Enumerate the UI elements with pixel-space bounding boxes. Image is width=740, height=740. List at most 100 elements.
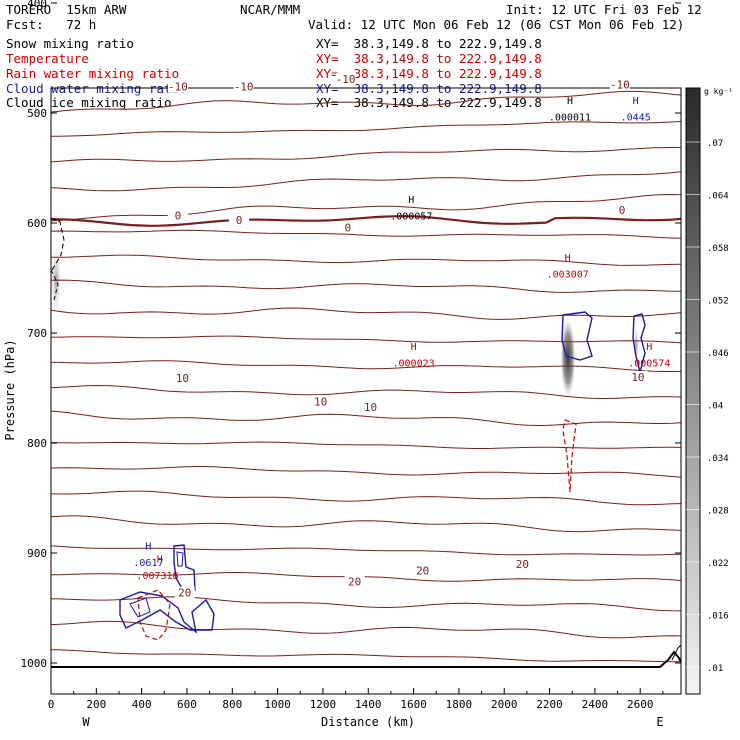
contour-label: 20 (178, 587, 191, 600)
colorbar-tick-label: .04 (707, 402, 723, 412)
x-tick-label: 0 (48, 698, 55, 711)
contour-label-bg (174, 586, 195, 599)
cloud-water-contour (119, 591, 215, 634)
isotherm (51, 360, 681, 372)
legend-name-cloud-ice: Cloud ice mixing ratio (6, 95, 172, 110)
contour-label: -10 (610, 79, 630, 92)
contour-label-bg (360, 400, 381, 413)
cloud-ice-contour (51, 217, 65, 271)
temperature-labels: -40-30-30-30-30-20-20-20-20-10-10-10-100… (167, 73, 648, 600)
contour-label: 0 (236, 214, 243, 227)
isotherm (51, 0, 681, 3)
contour-label: 20 (348, 576, 361, 589)
colorbar-tick-label: .016 (707, 612, 729, 622)
isotherm (51, 466, 681, 478)
y-tick-label: 700 (27, 327, 47, 340)
legend-name-snow: Snow mixing ratio (6, 36, 134, 51)
zero-isotherm (51, 215, 681, 227)
y-axis: 2003004005006007008009001000 (21, 0, 681, 670)
terrain-hill (671, 644, 682, 661)
contour-label-bg (412, 564, 433, 577)
isotherm (51, 307, 681, 320)
colorbar-tick-label: .022 (707, 559, 729, 569)
temperature-isotherms (51, 0, 681, 663)
colorbar-unit: g kg⁻¹ (704, 87, 733, 96)
y-tick-label: 1000 (21, 657, 48, 670)
maximum-h-mark: H (145, 541, 151, 552)
maximum-value: .007318 (136, 571, 178, 582)
isotherm (51, 384, 681, 399)
isotherm (51, 279, 681, 293)
contour-label-bg (337, 221, 358, 234)
maximum-value: .000057 (390, 211, 432, 222)
maximum-h-mark: H (567, 96, 573, 107)
contour-label-bg (167, 80, 188, 93)
y-tick-label: 500 (27, 107, 47, 120)
isotherm (51, 193, 681, 222)
maximum-h-mark: H (157, 555, 163, 566)
isotherm (51, 620, 681, 639)
x-tick-label: 1000 (264, 698, 291, 711)
west-label: W (82, 715, 90, 729)
x-tick-label: 800 (222, 698, 242, 711)
contour-label: -10 (336, 73, 356, 86)
contour-label-bg (335, 73, 356, 85)
maxima-labels: HHHHHHHHHHHH.000273.001018.000086.000066… (133, 96, 670, 582)
contour-label: 20 (416, 565, 429, 578)
isotherm (51, 515, 681, 533)
contour-label-bg (512, 558, 533, 571)
terrain-line (51, 650, 682, 668)
maximum-h-mark: H (633, 96, 639, 107)
mixing-ratio-contours (51, 217, 646, 641)
colorbar-tick-label: .07 (707, 139, 723, 149)
maximum-h-mark: H (411, 342, 417, 353)
contour-label: 10 (631, 371, 644, 384)
contour-label-bg (172, 372, 193, 385)
x-tick-label: 2600 (627, 698, 654, 711)
contour-label: 20 (516, 558, 529, 571)
x-tick-label: 2200 (536, 698, 563, 711)
legend-xy-snow: XY= 38.3,149.8 to 222.9,149.8 (316, 36, 542, 51)
colorbar-ticks: .01 .016 .022 .028 .034 .04 .046 .052 .058 .064 .0… (686, 139, 729, 674)
x-tick-label: 400 (132, 698, 152, 711)
y-tick-label: 900 (27, 547, 47, 560)
rain-water-contour (137, 589, 171, 641)
isotherm (51, 490, 681, 506)
colorbar-tick-label: .01 (707, 664, 723, 674)
contour-label: 10 (314, 395, 327, 408)
colorbar (685, 87, 701, 695)
maximum-h-mark: H (646, 342, 652, 353)
y-tick-label: 600 (27, 217, 47, 230)
x-tick-label: 1600 (400, 698, 427, 711)
isotherm (51, 335, 681, 344)
colorbar-tick-label: .064 (707, 192, 729, 202)
y-tick-label: 400 (27, 0, 47, 10)
isotherm (51, 254, 681, 266)
maximum-h-mark: H (408, 195, 414, 206)
isotherm (51, 17, 681, 29)
maximum-h-mark: H (565, 253, 571, 264)
contour-label-bg (627, 371, 648, 384)
isotherm (51, 545, 681, 556)
contour-label: 0 (175, 209, 182, 222)
isotherm (51, 596, 681, 612)
isotherm (51, 572, 681, 582)
isotherm (51, 171, 681, 192)
legend-xy-cloud-ice: XY= 38.3,149.8 to 222.9,149.8 (316, 95, 542, 110)
colorbar-tick-label: .028 (707, 507, 729, 517)
contour-label: 0 (345, 222, 352, 235)
y-tick-label: 800 (27, 437, 47, 450)
maximum-value: .003007 (547, 270, 589, 281)
isotherm (51, 65, 681, 85)
valid-time: Valid: 12 UTC Mon 06 Feb 12 (06 CST Mon … (308, 17, 685, 32)
contour-label-bg (229, 213, 250, 226)
cloud-water-contour (129, 597, 151, 618)
x-tick-label: 1400 (355, 698, 382, 711)
contour-label-bg (344, 575, 365, 588)
contour-label-bg (167, 209, 188, 222)
x-tick-label: 600 (177, 698, 197, 711)
center-title: NCAR/MMM (240, 2, 301, 17)
isotherm (51, 43, 681, 56)
contour-label-bg (233, 80, 254, 93)
